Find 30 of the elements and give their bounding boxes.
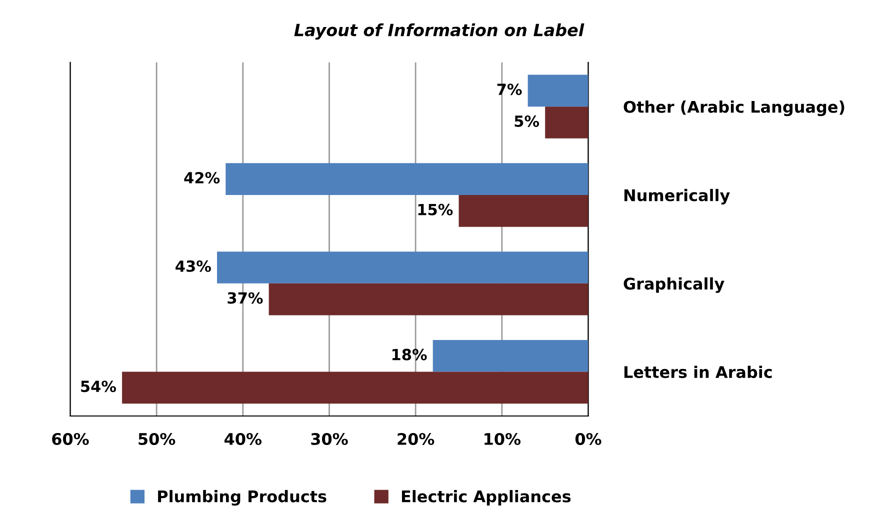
bar xyxy=(545,106,588,138)
x-tick-label: 10% xyxy=(484,432,521,446)
y-tick-label: Letters in Arabic xyxy=(624,366,772,378)
x-tick-label: 40% xyxy=(224,432,262,446)
bar xyxy=(217,252,588,284)
legend-label: Plumbing Products xyxy=(158,490,326,506)
data-label: 7% xyxy=(497,84,522,96)
x-tick-label: 60% xyxy=(52,432,89,446)
data-label: 42% xyxy=(184,172,220,184)
chart-title: Layout of Information on Label xyxy=(294,23,584,40)
bar xyxy=(268,283,588,316)
bar xyxy=(432,340,588,372)
bar xyxy=(528,74,588,107)
y-tick-label: Graphically xyxy=(624,277,724,293)
bar xyxy=(458,195,588,227)
y-tick-label: Other (Arabic Language) xyxy=(624,100,844,116)
x-tick-label: 50% xyxy=(138,432,176,446)
data-label: 37% xyxy=(228,292,263,304)
legend-label: Electric Appliances xyxy=(402,490,571,506)
data-label: 15% xyxy=(418,204,453,216)
data-label: 54% xyxy=(81,380,116,392)
x-tick-label: 20% xyxy=(398,432,434,446)
x-tick-label: 0% xyxy=(575,432,602,446)
y-tick-label: Numerically xyxy=(624,188,730,205)
bar xyxy=(226,163,588,195)
bar xyxy=(122,372,588,404)
data-label: 5% xyxy=(514,115,540,127)
data-label: 18% xyxy=(392,348,427,360)
data-label: 43% xyxy=(176,260,211,272)
x-tick-label: 30% xyxy=(311,432,348,446)
